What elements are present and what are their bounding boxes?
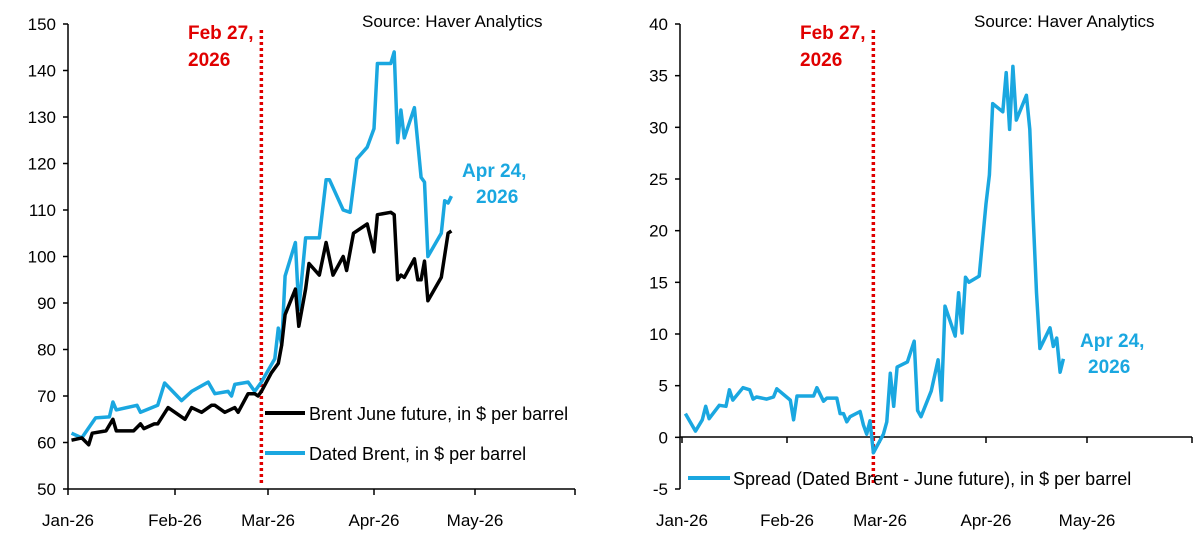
x-tick-label: Feb-26 bbox=[760, 511, 814, 530]
event-label-line2: 2026 bbox=[188, 50, 230, 71]
y-tick-label: 110 bbox=[29, 201, 56, 220]
y-tick-label: 10 bbox=[649, 325, 668, 344]
legend: Spread (Dated Brent - June future), in $… bbox=[688, 469, 1131, 489]
y-tick-label: 25 bbox=[649, 170, 668, 189]
y-tick-label: 0 bbox=[659, 428, 668, 447]
series-line-1 bbox=[70, 50, 453, 440]
y-tick-label: 80 bbox=[37, 341, 56, 360]
event-label-line2: 2026 bbox=[800, 50, 842, 71]
event-label-line1: Feb 27, bbox=[188, 23, 253, 44]
y-tick-label: 120 bbox=[28, 155, 56, 174]
x-tick-label: Apr-26 bbox=[960, 511, 1011, 530]
x-tick-label: May-26 bbox=[1059, 511, 1116, 530]
x-tick-label: Mar-26 bbox=[241, 511, 295, 530]
x-tick-label: Apr-26 bbox=[348, 511, 399, 530]
y-tick-label: 100 bbox=[28, 248, 56, 267]
y-tick-label: 30 bbox=[649, 118, 668, 137]
y-tick-label: 20 bbox=[649, 222, 668, 241]
y-tick-label: 40 bbox=[649, 15, 668, 34]
legend-label-spread: Spread (Dated Brent - June future), in $… bbox=[733, 469, 1131, 489]
series-lines bbox=[70, 50, 453, 447]
y-tick-label: 35 bbox=[649, 67, 668, 86]
legend: Brent June future, in $ per barrel Dated… bbox=[265, 404, 568, 464]
y-tick-label: 15 bbox=[649, 273, 668, 292]
right-chart: Source: Haver Analytics -5 0 5 10 15 20 25 30 35… bbox=[649, 12, 1193, 530]
series-lines bbox=[683, 64, 1066, 455]
axes: 50 60 70 80 90 100 110 120 130 140 150 Jan-26 Feb-26… bbox=[28, 15, 576, 530]
end-annotation-line1: Apr 24, bbox=[1080, 331, 1144, 352]
end-annotation-line2: 2026 bbox=[476, 187, 518, 208]
y-tick-label: -5 bbox=[653, 480, 668, 499]
x-tick-label: Mar-26 bbox=[853, 511, 907, 530]
y-tick-label: 5 bbox=[659, 377, 668, 396]
series-line-0 bbox=[683, 64, 1066, 455]
y-tick-label: 50 bbox=[37, 480, 56, 499]
x-tick-label: May-26 bbox=[447, 511, 504, 530]
source-note: Source: Haver Analytics bbox=[362, 12, 542, 31]
y-tick-label: 90 bbox=[37, 294, 56, 313]
x-tick-label: Feb-26 bbox=[148, 511, 202, 530]
y-tick-label: 70 bbox=[37, 387, 56, 406]
legend-label-brent-future: Brent June future, in $ per barrel bbox=[309, 404, 568, 424]
source-note: Source: Haver Analytics bbox=[974, 12, 1154, 31]
left-chart: Source: Haver Analytics 50 60 70 80 90 100 110… bbox=[28, 12, 576, 530]
axes: -5 0 5 10 15 20 25 30 35 40 Jan-26 Feb-26 Mar-26 Apr-… bbox=[649, 15, 1193, 530]
x-tick-label: Jan-26 bbox=[656, 511, 708, 530]
legend-label-dated-brent: Dated Brent, in $ per barrel bbox=[309, 444, 526, 464]
end-annotation-line2: 2026 bbox=[1088, 357, 1130, 378]
end-annotation-line1: Apr 24, bbox=[462, 161, 526, 182]
series-line-0 bbox=[71, 210, 453, 447]
y-tick-label: 60 bbox=[37, 434, 56, 453]
y-tick-label: 140 bbox=[28, 62, 56, 81]
x-tick-label: Jan-26 bbox=[42, 511, 94, 530]
event-label-line1: Feb 27, bbox=[800, 23, 865, 44]
y-tick-label: 150 bbox=[28, 15, 56, 34]
y-tick-label: 130 bbox=[28, 108, 56, 127]
